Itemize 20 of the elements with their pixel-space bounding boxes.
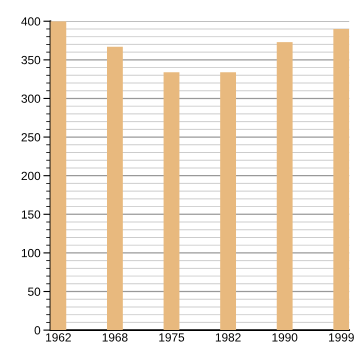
y-tick-label: 200 <box>22 172 40 180</box>
bar <box>164 72 180 330</box>
x-tick-label: 1975 <box>159 333 184 342</box>
y-tick-label: 50 <box>28 288 40 296</box>
x-tick-label: 1982 <box>216 333 241 342</box>
bar <box>220 72 236 330</box>
y-tick-label: 400 <box>21 17 40 26</box>
y-tick-label: 0 <box>34 326 40 335</box>
y-tick-label: 350 <box>21 56 40 64</box>
y-tick-label: 100 <box>22 248 40 258</box>
y-tick-label: 300 <box>21 94 40 103</box>
y-tick-label: 150 <box>22 210 40 219</box>
y-tick-label: 250 <box>22 133 40 142</box>
x-tick-label: 1968 <box>102 333 128 342</box>
bar <box>106 46 123 330</box>
bar <box>276 42 293 330</box>
bar <box>333 28 350 330</box>
x-tick-label: 1962 <box>46 333 71 342</box>
x-tick-label: 1990 <box>272 333 298 342</box>
x-tick-label: 1999 <box>329 333 354 342</box>
